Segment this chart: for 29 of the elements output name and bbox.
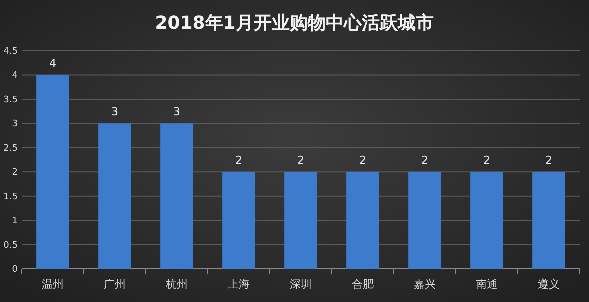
x-tick-label: 深圳 <box>290 278 312 291</box>
y-tick-label: 1 <box>12 216 18 227</box>
x-tick-label: 南通 <box>476 278 498 291</box>
x-tick-label: 合肥 <box>352 278 374 291</box>
y-tick-label: 2.5 <box>4 144 18 154</box>
data-label: 2 <box>546 154 552 168</box>
x-tick-label: 温州 <box>42 278 64 291</box>
data-label: 2 <box>360 154 366 168</box>
data-label: 3 <box>112 106 118 119</box>
y-tick-label: 2 <box>12 168 18 178</box>
data-label: 4 <box>50 57 56 70</box>
chart-title: 2018年1月开业购物中心活跃城市 <box>155 13 434 34</box>
x-tick-label: 上海 <box>228 278 250 291</box>
x-tick-label: 遵义 <box>538 278 560 291</box>
data-label: 3 <box>174 106 180 119</box>
y-tick-label: 0 <box>12 265 18 275</box>
data-label: 2 <box>236 154 242 168</box>
y-tick-label: 3.5 <box>4 95 18 106</box>
y-tick-label: 1.5 <box>4 192 18 202</box>
x-tick-label: 广州 <box>104 278 126 291</box>
x-tick-label: 嘉兴 <box>414 278 436 291</box>
data-label: 2 <box>484 154 490 168</box>
y-tick-label: 4 <box>12 71 18 82</box>
y-tick-label: 4.5 <box>4 47 18 57</box>
x-tick-label: 杭州 <box>165 278 188 291</box>
y-tick-label: 0.5 <box>4 240 18 251</box>
data-label: 2 <box>298 154 304 168</box>
y-tick-label: 3 <box>12 120 18 130</box>
data-label: 2 <box>422 154 428 168</box>
